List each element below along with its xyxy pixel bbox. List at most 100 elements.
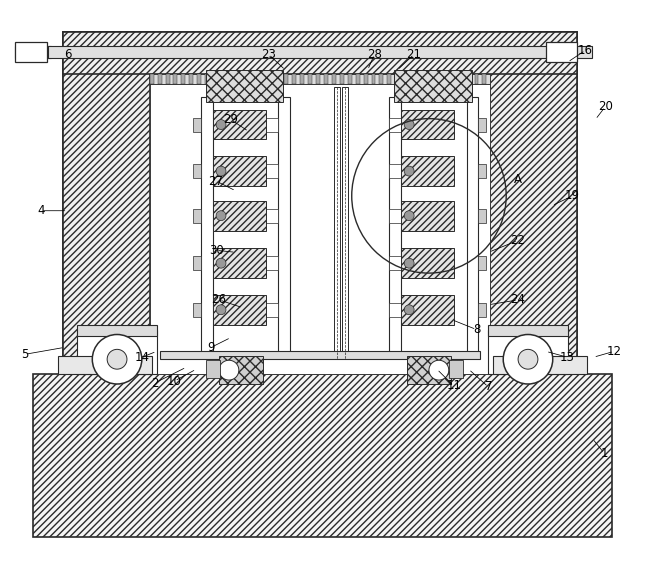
Bar <box>201 97 213 354</box>
Bar <box>269 74 273 84</box>
Bar <box>15 46 51 58</box>
Bar <box>389 209 409 223</box>
Circle shape <box>518 349 538 369</box>
Bar <box>467 97 478 354</box>
Bar <box>252 74 256 84</box>
Bar <box>193 303 201 317</box>
Bar <box>478 117 486 132</box>
Bar <box>467 74 471 84</box>
Bar <box>213 110 265 139</box>
Bar <box>33 374 612 538</box>
Bar <box>259 303 278 317</box>
Circle shape <box>503 335 553 384</box>
Bar <box>62 32 578 374</box>
Circle shape <box>404 258 414 268</box>
Bar <box>478 256 486 270</box>
Circle shape <box>429 360 448 380</box>
Bar <box>401 295 454 324</box>
Bar <box>478 164 486 178</box>
Bar <box>51 48 530 56</box>
Bar <box>489 329 568 374</box>
Bar <box>401 201 454 231</box>
Bar <box>407 356 451 384</box>
Bar <box>229 74 233 84</box>
Circle shape <box>92 335 142 384</box>
Bar <box>380 74 384 84</box>
Bar <box>259 117 278 132</box>
Bar <box>182 74 186 84</box>
Text: 12: 12 <box>607 345 622 358</box>
Bar <box>401 156 454 186</box>
Bar <box>493 356 587 374</box>
Bar <box>77 324 156 336</box>
Bar <box>77 329 156 374</box>
Bar <box>334 87 340 359</box>
Bar <box>15 43 47 62</box>
Bar <box>342 87 348 359</box>
Bar <box>193 209 201 223</box>
Bar <box>197 74 201 84</box>
Bar <box>213 201 265 231</box>
Text: 10: 10 <box>167 375 182 387</box>
Bar <box>190 74 193 84</box>
Text: 8: 8 <box>473 323 480 336</box>
Bar <box>395 70 472 102</box>
Bar <box>389 97 401 354</box>
Bar <box>221 74 225 84</box>
Text: A: A <box>514 172 522 185</box>
Text: 16: 16 <box>578 44 593 57</box>
Bar <box>395 74 399 84</box>
Bar <box>340 74 344 84</box>
Bar <box>356 74 360 84</box>
Bar <box>389 164 409 178</box>
Bar <box>150 74 491 84</box>
Text: 7: 7 <box>485 380 492 393</box>
Text: 4: 4 <box>37 204 45 217</box>
Bar <box>389 256 409 270</box>
Bar <box>427 74 431 84</box>
Bar <box>62 32 578 74</box>
Circle shape <box>216 258 226 268</box>
Circle shape <box>219 360 239 380</box>
Text: 23: 23 <box>261 48 276 61</box>
Bar <box>389 303 409 317</box>
Bar <box>213 248 265 278</box>
Bar <box>478 303 486 317</box>
Circle shape <box>404 211 414 221</box>
Bar <box>213 295 265 324</box>
Bar <box>403 74 407 84</box>
Bar <box>482 74 486 84</box>
Bar <box>348 74 352 84</box>
Text: 9: 9 <box>208 341 215 354</box>
Text: 11: 11 <box>447 379 461 392</box>
Bar <box>489 324 568 336</box>
Bar <box>276 74 280 84</box>
Bar <box>150 84 491 374</box>
Bar <box>332 74 336 84</box>
Text: 5: 5 <box>21 348 29 361</box>
Bar <box>165 74 169 84</box>
Text: 26: 26 <box>212 293 227 306</box>
Bar <box>401 110 454 139</box>
Circle shape <box>216 120 226 129</box>
Bar <box>448 360 463 378</box>
Bar <box>443 74 447 84</box>
Bar <box>158 74 162 84</box>
Bar <box>292 74 297 84</box>
Bar <box>213 156 265 186</box>
Text: 14: 14 <box>134 351 149 364</box>
Bar <box>478 209 486 223</box>
Text: 6: 6 <box>64 48 71 61</box>
Bar <box>206 70 284 102</box>
Bar <box>284 74 288 84</box>
Text: 24: 24 <box>511 293 526 306</box>
Bar <box>491 32 578 374</box>
Bar <box>193 256 201 270</box>
Bar <box>62 32 150 374</box>
Bar <box>411 74 415 84</box>
Bar <box>206 360 220 378</box>
Bar <box>219 356 263 384</box>
Bar <box>316 74 320 84</box>
Circle shape <box>216 211 226 221</box>
Text: 22: 22 <box>511 234 526 247</box>
